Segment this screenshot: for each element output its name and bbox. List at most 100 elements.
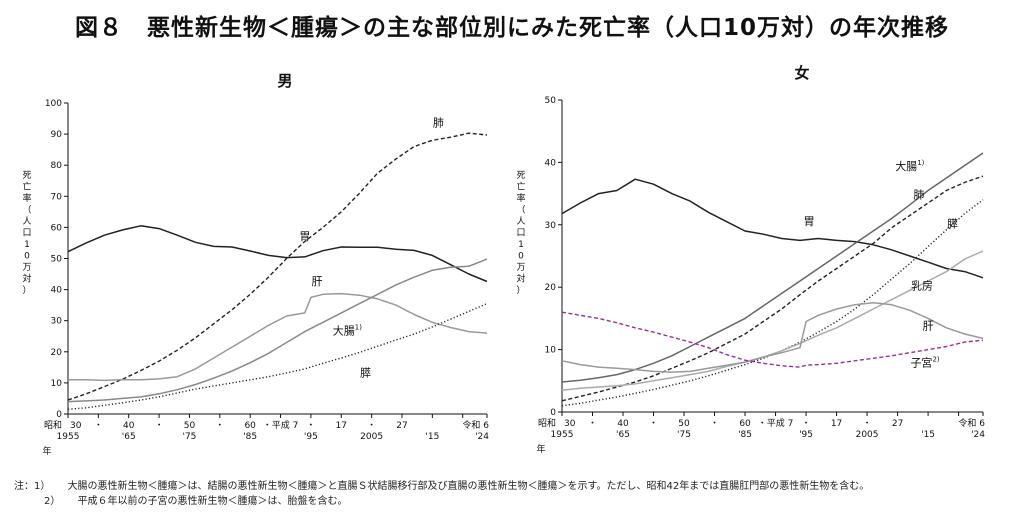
- series-label-肺: 肺: [433, 116, 444, 129]
- x-tick-label-era: 令和 6: [462, 419, 489, 431]
- footnote-2: 2） 平成６年以前の子宮の悪性新生物＜腫瘍＞は、胎盤を含む。: [44, 492, 348, 507]
- series-label-膵: 膵: [947, 217, 958, 230]
- panel-title: 男: [277, 72, 292, 90]
- x-axis-year-label: 年: [536, 443, 545, 455]
- x-tick-label-era: 令和 6: [958, 417, 985, 429]
- series-line-肺: [561, 175, 984, 402]
- x-tick-label-era: 50: [184, 421, 196, 431]
- x-tick-label-year: '95: [799, 430, 813, 440]
- footnote-2-marker: 2）: [44, 496, 61, 507]
- x-tick-label-year: '85: [738, 430, 752, 440]
- y-axis-label-char: 率: [516, 192, 525, 204]
- x-tick-label-era: 40: [123, 421, 135, 431]
- y-axis-label-char: 亡: [22, 181, 31, 193]
- y-tick-label: 10: [51, 379, 63, 389]
- x-tick-label-year: 2005: [360, 432, 383, 442]
- y-axis-label-char: ）: [516, 285, 525, 296]
- series-label-大腸: 大腸1): [895, 159, 924, 173]
- y-axis-label-char: （: [22, 205, 31, 216]
- x-tick-label-year: '24: [971, 430, 985, 440]
- x-tick-label-year: 1955: [57, 432, 80, 442]
- x-axis-year-label: 年: [42, 445, 51, 457]
- series-label-胃: 胃: [804, 215, 815, 228]
- y-tick-label: 10: [545, 346, 557, 356]
- x-tick-label-era: 30: [564, 419, 576, 429]
- x-tick-label-year: '85: [243, 432, 257, 442]
- series-line-胃: [67, 225, 488, 283]
- y-tick-label: 0: [550, 408, 556, 418]
- y-axis-label-char: 率: [22, 192, 31, 204]
- series-label-肝: 肝: [923, 320, 934, 333]
- y-tick-label: 50: [545, 96, 557, 106]
- series-label-膵: 膵: [360, 367, 371, 380]
- series-label-乳房: 乳房: [911, 280, 933, 293]
- x-tick-label-era: 40: [617, 419, 629, 429]
- x-tick-label-era: ・平成 7: [758, 417, 794, 429]
- y-tick-label: 20: [545, 283, 557, 293]
- x-tick-label-year: '75: [677, 430, 691, 440]
- y-axis-label-char: 万: [22, 263, 31, 273]
- y-axis-label-char: 万: [516, 263, 525, 273]
- x-tick-label-era: 17: [831, 419, 842, 429]
- series-label-superscript: 1): [355, 324, 362, 332]
- y-axis-label-char: 1: [24, 240, 30, 250]
- series-line-肝: [561, 302, 984, 373]
- series-label-子宮: 子宮2): [910, 355, 939, 369]
- x-tick-label-era: ・: [367, 421, 376, 431]
- x-tick-label-era: ・: [588, 419, 597, 429]
- y-tick-label: 0: [56, 410, 62, 420]
- footnote-2-text: 平成６年以前の子宮の悪性新生物＜腫瘍＞は、胎盤を含む。: [77, 496, 348, 507]
- y-axis-label-char: 0: [24, 252, 30, 262]
- series-line-肝: [68, 292, 488, 382]
- series-line-胃: [561, 178, 984, 279]
- series-line-子宮: [561, 311, 984, 368]
- series-line-大腸: [67, 258, 488, 403]
- y-tick-label: 40: [51, 286, 63, 296]
- x-tick-label-year: '15: [425, 432, 439, 442]
- x-tick-label-era: 昭和: [44, 420, 62, 431]
- y-axis-label-char: 人: [22, 216, 31, 227]
- y-axis-label-char: 死: [516, 170, 525, 181]
- series-label-肺: 肺: [913, 189, 924, 202]
- y-tick-label: 30: [545, 221, 557, 231]
- footnote-1-text: 大腸の悪性新生物＜腫瘍＞は、結腸の悪性新生物＜腫瘍＞と直腸Ｓ状結腸移行部及び直腸…: [67, 481, 870, 492]
- x-tick-label-year: 1955: [551, 430, 574, 440]
- y-axis-label-char: 1: [518, 240, 524, 250]
- x-tick-label-year: '75: [182, 432, 196, 442]
- y-tick-label: 80: [51, 161, 63, 171]
- x-tick-label-era: ・: [863, 419, 872, 429]
- x-tick-label-era: 27: [396, 421, 407, 431]
- series-line-乳房: [561, 250, 984, 391]
- y-axis-label-char: 対: [516, 273, 525, 285]
- y-axis-label-char: 亡: [516, 181, 525, 193]
- y-axis-label-char: 人: [516, 216, 525, 227]
- series-label-肝: 肝: [311, 275, 322, 288]
- x-tick-label-era: ・: [710, 419, 719, 429]
- x-tick-label-era: 30: [70, 421, 82, 431]
- x-tick-label-era: 昭和: [538, 418, 556, 429]
- x-tick-label-year: 2005: [856, 430, 879, 440]
- y-axis-label-char: ）: [22, 285, 31, 296]
- x-tick-label-year: '65: [616, 430, 630, 440]
- footnote-1-marker: 注：1）: [14, 481, 51, 492]
- x-tick-label-era: ・: [215, 421, 224, 431]
- y-tick-label: 100: [45, 99, 62, 109]
- panel-title: 女: [794, 64, 809, 82]
- x-tick-label-era: ・平成 7: [263, 419, 299, 431]
- x-tick-label-era: 50: [678, 419, 690, 429]
- y-axis-label-char: 対: [22, 273, 31, 285]
- x-tick-label-era: 60: [244, 421, 256, 431]
- y-tick-label: 40: [545, 158, 557, 168]
- x-tick-label-year: '15: [921, 430, 935, 440]
- y-tick-label: 60: [51, 223, 63, 233]
- x-tick-label-era: 27: [892, 419, 903, 429]
- y-tick-label: 20: [51, 348, 63, 358]
- footnote-1: 注：1） 大腸の悪性新生物＜腫瘍＞は、結腸の悪性新生物＜腫瘍＞と直腸Ｓ状結腸移行…: [14, 477, 869, 492]
- x-tick-label-era: ・: [649, 419, 658, 429]
- series-line-膵: [561, 199, 984, 407]
- x-tick-label-year: '24: [475, 432, 489, 442]
- y-axis-label-char: 0: [518, 252, 524, 262]
